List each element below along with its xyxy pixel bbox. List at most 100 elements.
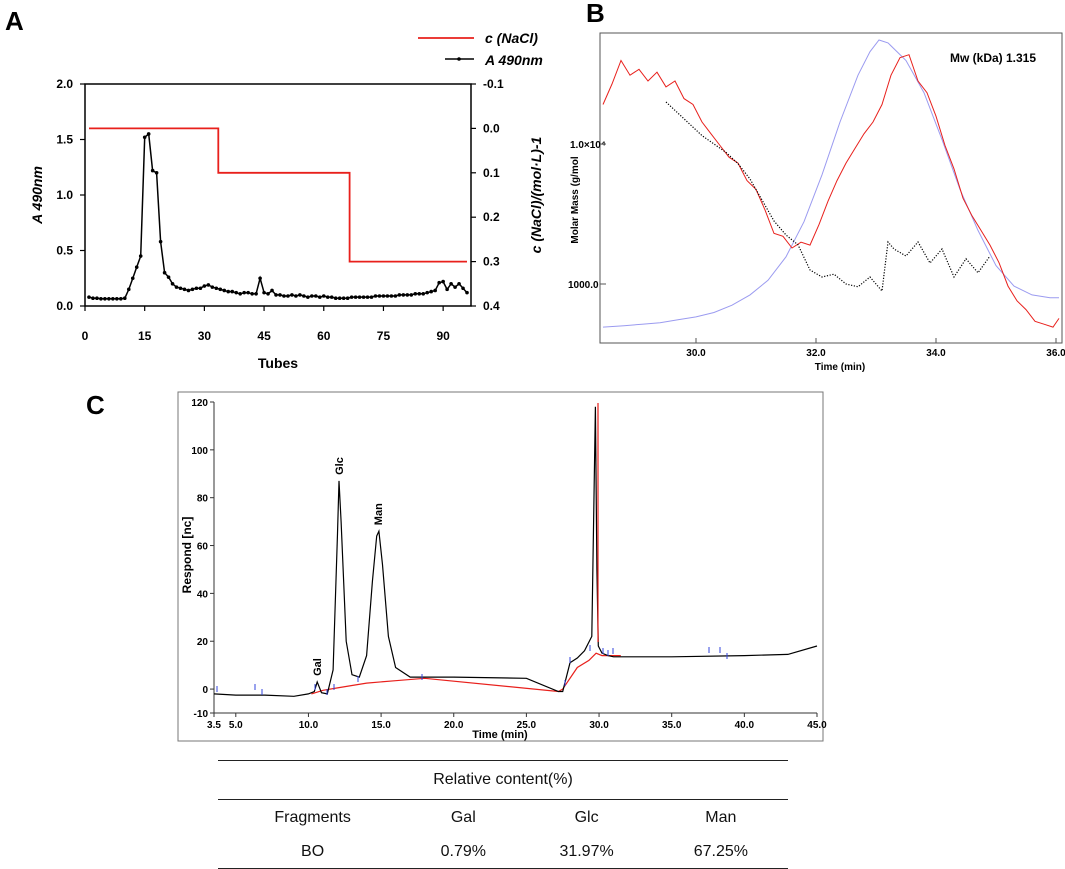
chart-a-y2tick: 0.1 — [483, 166, 500, 180]
table-cell: 67.25% — [653, 836, 788, 869]
chart-a-xtick: 45 — [257, 329, 271, 343]
chromatogram-trace — [213, 406, 818, 697]
absorbance-point — [337, 296, 342, 301]
chart-c-xtick: 15.0 — [371, 720, 391, 731]
chart-c-xtick: 35.0 — [662, 720, 682, 731]
chart-c-ytick: 40 — [197, 589, 209, 600]
chart-a-y2tick: -0.1 — [483, 77, 504, 91]
chart-c-ytick: 60 — [197, 542, 209, 553]
legend-abs-marker — [457, 57, 461, 61]
chart-a: 0 15 30 45 60 75 90 0.0 0.5 1.0 1.5 2.0 -0.1 0.0 0.1… — [29, 30, 544, 371]
absorbance-point — [214, 286, 219, 291]
absorbance-point — [325, 295, 330, 299]
absorbance-point — [437, 280, 441, 285]
absorbance-point — [234, 290, 239, 295]
absorbance-point — [226, 289, 231, 294]
chart-c-xtick: 20.0 — [444, 720, 464, 731]
absorbance-point — [242, 290, 246, 295]
chart-c-xtick: 45.0 — [807, 720, 827, 731]
absorbance-point — [345, 296, 350, 301]
absorbance-point — [230, 289, 235, 294]
chart-a-y2tick: 0.0 — [483, 121, 500, 135]
chart-b-ytick: 1.0×10⁴ — [570, 140, 606, 151]
absorbance-point — [333, 296, 338, 301]
table-header: Glc — [574, 809, 599, 826]
absorbance-point — [317, 295, 322, 299]
absorbance-point — [126, 287, 131, 292]
absorbance-point — [357, 295, 362, 299]
absorbance-point — [329, 295, 334, 299]
absorbance-point — [401, 293, 406, 297]
table-cell: 0.79% — [407, 836, 520, 869]
integration-markers — [216, 645, 728, 695]
relative-content-table: Relative content(%) Fragments Gal Glc Ma… — [218, 760, 788, 869]
absorbance-point — [349, 295, 354, 299]
absorbance-point — [306, 295, 310, 299]
absorbance-point — [138, 254, 143, 258]
chart-b-xtick: 34.0 — [926, 348, 946, 359]
chart-a-y2tick: 0.3 — [483, 255, 500, 269]
chart-b-ytick: 1000.0 — [568, 280, 599, 291]
chart-a-y2tick: 0.2 — [483, 210, 500, 224]
absorbance-point — [250, 291, 254, 296]
absorbance-point — [111, 296, 115, 301]
absorbance-point — [166, 275, 171, 279]
chart-c-ytick: 100 — [191, 446, 208, 457]
absorbance-point — [254, 291, 258, 296]
chromatogram-baseline — [311, 652, 621, 695]
absorbance-point — [262, 290, 266, 295]
absorbance-point — [373, 294, 378, 298]
absorbance-point — [389, 294, 394, 298]
molar-mass-trace — [665, 101, 991, 293]
absorbance-point — [122, 296, 127, 301]
chart-c-xtick: 10.0 — [299, 720, 319, 731]
absorbance-point — [405, 293, 410, 297]
chart-b-ylabel: Molar Mass (g/mol — [570, 156, 581, 243]
legend-abs-label: A 490nm — [484, 52, 543, 68]
absorbance-point — [425, 290, 430, 295]
absorbance-point — [95, 296, 99, 301]
absorbance-point — [142, 135, 147, 140]
table-row: BO 0.79% 31.97% 67.25% — [218, 836, 788, 869]
absorbance-point — [310, 294, 314, 298]
peak-label: Gal — [312, 658, 324, 676]
chart-a-xtick: 75 — [377, 329, 391, 343]
table-header: Man — [705, 809, 737, 826]
absorbance-point — [314, 294, 318, 298]
absorbance-point — [377, 294, 382, 298]
chart-c-xtick: 40.0 — [735, 720, 755, 731]
absorbance-point — [158, 239, 163, 244]
panel-letter-b: B — [586, 0, 605, 28]
absorbance-point — [218, 287, 223, 292]
absorbance-point — [449, 282, 453, 286]
absorbance-point — [198, 286, 203, 291]
chart-c-ytick: 80 — [197, 494, 209, 505]
absorbance-point — [429, 289, 434, 294]
table-header: Fragments — [274, 809, 351, 826]
chart-c-xtick: 3.5 — [207, 720, 221, 731]
absorbance-point — [115, 296, 119, 301]
absorbance-point — [365, 295, 370, 299]
chart-b-xlabel: Time (min) — [815, 362, 865, 373]
absorbance-point — [222, 288, 227, 293]
absorbance-point — [302, 294, 306, 298]
absorbance-point — [130, 276, 135, 281]
absorbance-point — [186, 288, 191, 293]
absorbance-point — [294, 294, 298, 298]
chart-b-xtick: 32.0 — [806, 348, 826, 359]
absorbance-line — [88, 132, 468, 300]
chart-c-xtick: 5.0 — [229, 720, 243, 731]
chart-a-y2label: c (NaCl)/(mol·L)-1 — [528, 136, 544, 253]
absorbance-point — [174, 285, 179, 289]
absorbance-point — [353, 295, 358, 299]
absorbance-point — [202, 284, 207, 288]
chart-c-xtick: 25.0 — [517, 720, 537, 731]
chart-b-xtick: 36.0 — [1046, 348, 1065, 359]
absorbance-point — [266, 291, 270, 296]
table-cell: BO — [218, 836, 408, 869]
absorbance-point — [298, 293, 302, 297]
absorbance-point — [146, 132, 151, 136]
peak-label: Glc — [334, 457, 346, 475]
absorbance-point — [103, 296, 107, 301]
table-header: Gal — [450, 809, 476, 826]
